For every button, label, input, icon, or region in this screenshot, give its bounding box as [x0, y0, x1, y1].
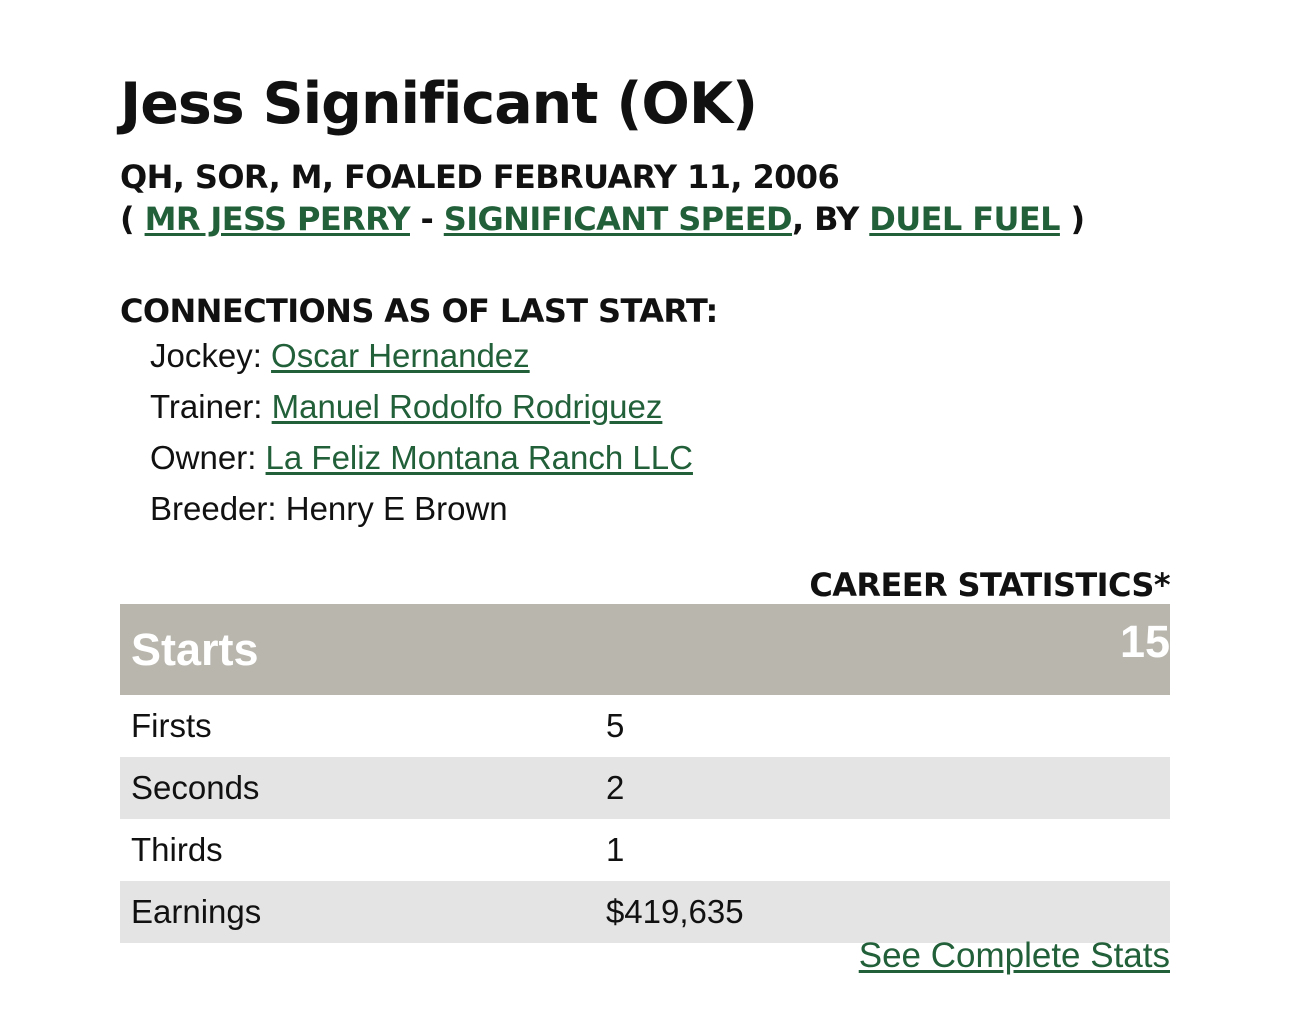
see-complete-stats-link[interactable]: See Complete Stats	[858, 936, 1170, 975]
earnings-label: Earnings	[120, 881, 595, 943]
breeder-name: Henry E Brown	[285, 490, 508, 527]
dam-link[interactable]: SIGNIFICANT SPEED	[443, 200, 793, 238]
damsire-link[interactable]: DUEL FUEL	[869, 200, 1060, 238]
pedigree-line: ( MR JESS PERRY - SIGNIFICANT SPEED, BY …	[120, 198, 1085, 240]
connections-list: Jockey: Oscar Hernandez Trainer: Manuel …	[150, 330, 693, 534]
owner-row: Owner: La Feliz Montana Ranch LLC	[150, 432, 693, 483]
trainer-row: Trainer: Manuel Rodolfo Rodriguez	[150, 381, 693, 432]
table-row: Firsts 5	[120, 695, 1170, 757]
horse-name-title: Jess Significant (OK)	[120, 71, 758, 137]
seconds-value: 2	[594, 757, 1170, 819]
breeder-label: Breeder:	[150, 490, 286, 527]
table-row: Thirds 1	[120, 819, 1170, 881]
pedigree-by: , BY	[792, 200, 870, 238]
sire-link[interactable]: MR JESS PERRY	[144, 200, 411, 238]
jockey-link[interactable]: Oscar Hernandez	[271, 337, 530, 374]
pedigree-close: )	[1059, 200, 1085, 238]
pedigree-separator: -	[409, 200, 444, 238]
firsts-label: Firsts	[131, 707, 212, 744]
trainer-link[interactable]: Manuel Rodolfo Rodriguez	[271, 388, 663, 425]
table-row: Earnings $419,635	[120, 881, 1170, 943]
thirds-value: 1	[605, 831, 625, 868]
firsts-value: 5	[605, 707, 625, 744]
table-header-row: Starts 15	[120, 604, 1170, 695]
owner-link[interactable]: La Feliz Montana Ranch LLC	[265, 439, 693, 476]
starts-value: 15	[594, 604, 1170, 695]
owner-label: Owner:	[150, 439, 266, 476]
pedigree-open: (	[120, 200, 145, 238]
thirds-label: Thirds	[131, 831, 223, 868]
connections-heading: CONNECTIONS AS OF LAST START:	[120, 292, 718, 330]
trainer-label: Trainer:	[150, 388, 272, 425]
earnings-value: $419,635	[594, 881, 1170, 943]
table-row: Seconds 2	[120, 757, 1170, 819]
horse-info: QH, SOR, M, FOALED FEBRUARY 11, 2006 ( M…	[120, 156, 1085, 240]
career-statistics-heading: CAREER STATISTICS*	[809, 566, 1170, 604]
jockey-row: Jockey: Oscar Hernandez	[150, 330, 693, 381]
starts-label: Starts	[120, 604, 595, 695]
breeder-row: Breeder: Henry E Brown	[150, 483, 693, 534]
jockey-label: Jockey:	[150, 337, 272, 374]
seconds-label: Seconds	[120, 757, 595, 819]
career-statistics-table: Starts 15 Firsts 5 Seconds 2 Thirds 1 Ea…	[120, 604, 1170, 943]
horse-details-line: QH, SOR, M, FOALED FEBRUARY 11, 2006	[120, 158, 840, 196]
